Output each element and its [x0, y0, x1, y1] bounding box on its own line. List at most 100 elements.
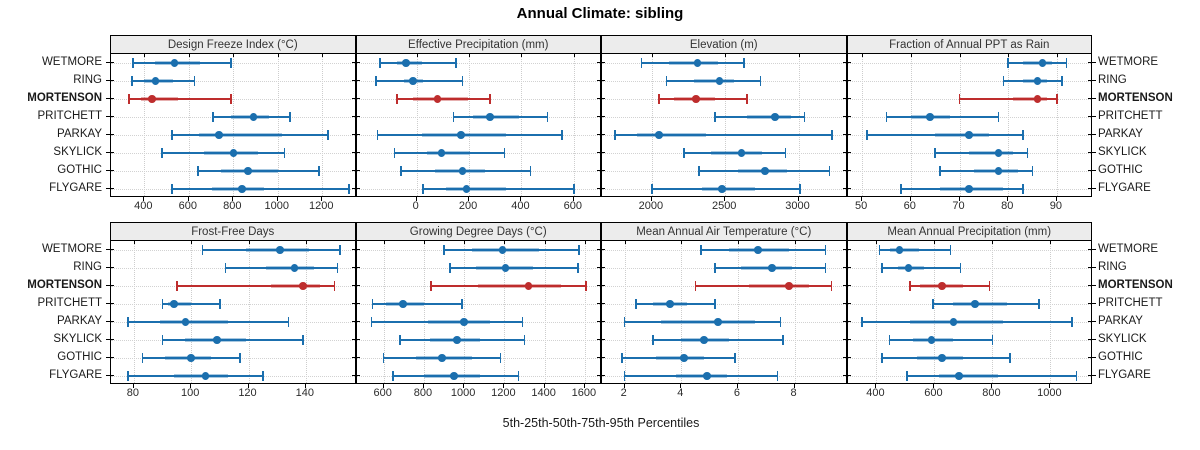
- whisker-cap-high: [489, 94, 491, 104]
- row-guide: [847, 81, 1091, 82]
- median-dot: [715, 77, 724, 85]
- x-tick-mark: [468, 197, 470, 201]
- median-dot: [398, 300, 407, 308]
- x-tick-mark-top: [191, 241, 193, 244]
- x-tick-mark-top: [725, 54, 727, 57]
- median-dot: [243, 167, 252, 175]
- row-tick-mark: [1088, 356, 1096, 358]
- row-tick-mark: [597, 151, 605, 153]
- x-tick-label: 600: [178, 200, 197, 212]
- site-label-left: WETMORE: [41, 243, 102, 255]
- x-tick-mark: [909, 197, 911, 201]
- whisker-range: [624, 375, 778, 377]
- whisker-cap-high: [219, 299, 221, 309]
- x-tick-mark: [875, 384, 877, 388]
- x-tick-label: 80: [1001, 200, 1014, 212]
- v-gridline: [322, 54, 324, 196]
- x-tick-label: 1600: [571, 387, 597, 399]
- x-tick-label: 600: [924, 387, 943, 399]
- v-gridline: [1008, 54, 1010, 196]
- x-tick-mark-top: [1008, 54, 1010, 57]
- row-tick-mark: [106, 61, 114, 63]
- row-tick-mark: [106, 302, 114, 304]
- x-tick-label: 100: [181, 387, 200, 399]
- row-tick-mark: [597, 356, 605, 358]
- whisker-cap-low: [379, 58, 381, 68]
- median-dot: [462, 185, 471, 193]
- panel-plot: [601, 53, 847, 197]
- iqr-band: [427, 319, 491, 325]
- row-tick-mark: [597, 284, 605, 286]
- site-label-right: PRITCHETT: [1098, 110, 1163, 122]
- median-dot: [170, 59, 179, 67]
- x-tick-label: 800: [223, 200, 242, 212]
- site-label-left: PRITCHETT: [37, 297, 102, 309]
- whisker-range: [866, 134, 1023, 136]
- whisker-range: [128, 375, 263, 377]
- site-label-left: FLYGARE: [49, 182, 102, 194]
- panel-title: Frost-Free Days: [191, 225, 275, 238]
- v-gridline: [725, 54, 727, 196]
- whisker-cap-high: [824, 263, 827, 273]
- x-tick-label: 1400: [531, 387, 556, 399]
- median-dot: [971, 300, 979, 308]
- panel-title: Mean Annual Air Temperature (°C): [636, 225, 812, 238]
- whisker-range: [450, 267, 578, 269]
- panel-plot: [601, 240, 847, 384]
- row-tick-mark: [351, 133, 360, 135]
- whisker-cap-high: [578, 245, 580, 255]
- row-guide: [111, 99, 355, 100]
- panel-header: Elevation (m): [601, 35, 847, 53]
- whisker-cap-low: [665, 76, 668, 86]
- x-tick-mark-top: [248, 241, 250, 244]
- whisker-cap-high: [523, 335, 526, 345]
- row-tick-mark: [351, 61, 360, 63]
- whisker-cap-high: [327, 130, 329, 140]
- x-tick-label: 200: [458, 200, 478, 212]
- median-dot: [1033, 77, 1042, 85]
- whisker-cap-low: [635, 299, 637, 309]
- panel-title: Fraction of Annual PPT as Rain: [889, 38, 1050, 51]
- median-dot: [450, 372, 458, 380]
- x-tick-mark-top: [144, 54, 146, 57]
- row-tick-mark: [842, 61, 851, 63]
- whisker-range: [714, 116, 805, 118]
- whisker-cap-high: [546, 112, 549, 122]
- whisker-range: [172, 188, 349, 190]
- panel-header: Mean Annual Air Temperature (°C): [601, 222, 847, 240]
- row-tick-mark: [842, 356, 851, 358]
- whisker-range: [176, 285, 335, 287]
- whisker-range: [128, 321, 289, 323]
- site-label-right: SKYLICK: [1098, 146, 1147, 158]
- panel-plot: [110, 53, 356, 197]
- x-tick-mark: [736, 384, 738, 388]
- whisker-range: [132, 80, 195, 82]
- whisker-range: [935, 152, 1028, 154]
- whisker-cap-low: [714, 263, 717, 273]
- whisker-cap-high: [831, 130, 834, 140]
- whisker-range: [372, 303, 463, 305]
- v-gridline: [1056, 54, 1058, 196]
- median-dot: [238, 185, 246, 193]
- v-gridline: [188, 54, 190, 196]
- x-tick-label: 600: [373, 387, 392, 399]
- whisker-cap-high: [521, 317, 524, 327]
- median-dot: [249, 113, 258, 121]
- whisker-range: [886, 116, 999, 118]
- median-dot: [714, 318, 722, 326]
- iqr-band: [174, 373, 229, 379]
- whisker-cap-high: [1038, 299, 1040, 309]
- whisker-range: [659, 98, 748, 100]
- row-tick-mark: [842, 284, 851, 286]
- whisker-cap-high: [1031, 166, 1034, 176]
- median-dot: [437, 149, 446, 157]
- site-label-right: MORTENSON: [1098, 92, 1173, 104]
- median-dot: [215, 131, 223, 139]
- whisker-cap-low: [694, 281, 697, 291]
- v-gridline: [934, 241, 936, 383]
- whisker-range: [641, 62, 745, 64]
- iqr-band: [694, 78, 734, 84]
- row-tick-mark: [597, 248, 605, 250]
- x-tick-mark: [933, 384, 935, 388]
- whisker-cap-low: [652, 335, 654, 345]
